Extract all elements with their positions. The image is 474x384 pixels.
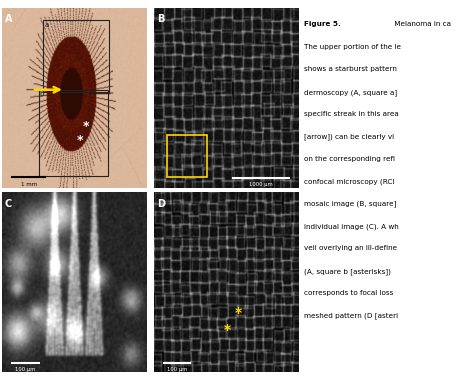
- Bar: [167, 135, 207, 177]
- Text: (A, square b [asterisks]): (A, square b [asterisks]): [304, 268, 391, 275]
- Text: individual image (C). A wh: individual image (C). A wh: [304, 223, 399, 230]
- Text: corresponds to focal loss: corresponds to focal loss: [304, 290, 394, 296]
- Text: 100 μm: 100 μm: [15, 367, 36, 372]
- Text: dermoscopy (A, square a]: dermoscopy (A, square a]: [304, 89, 397, 96]
- Text: 100 μm: 100 μm: [167, 367, 187, 372]
- Text: mosaic image (B, square]: mosaic image (B, square]: [304, 201, 397, 207]
- Text: *: *: [83, 120, 90, 133]
- Text: [arrow]) can be clearly vi: [arrow]) can be clearly vi: [304, 134, 394, 140]
- Text: D: D: [157, 199, 164, 209]
- Text: *: *: [235, 306, 242, 320]
- Text: *: *: [224, 323, 231, 337]
- Text: Melanoma in ca: Melanoma in ca: [392, 20, 451, 26]
- Text: veil overlying an ill-define: veil overlying an ill-define: [304, 245, 397, 252]
- Text: 1000 μm: 1000 μm: [249, 182, 273, 187]
- Text: A: A: [5, 14, 12, 24]
- Text: Figure 5.: Figure 5.: [304, 20, 341, 26]
- Text: 1 mm: 1 mm: [20, 182, 37, 187]
- Text: C: C: [5, 199, 12, 209]
- Bar: [38, 90, 108, 176]
- Text: a: a: [45, 22, 49, 28]
- Bar: [43, 20, 109, 92]
- Text: specific streak in this area: specific streak in this area: [304, 111, 399, 117]
- Text: on the corresponding refl: on the corresponding refl: [304, 156, 395, 162]
- Text: confocal microscopy (RCI: confocal microscopy (RCI: [304, 178, 395, 185]
- Text: meshed pattern (D [asteri: meshed pattern (D [asteri: [304, 313, 399, 319]
- Text: *: *: [77, 134, 83, 147]
- Text: B: B: [157, 14, 164, 24]
- Text: shows a starburst pattern: shows a starburst pattern: [304, 66, 397, 73]
- Text: b: b: [40, 91, 44, 98]
- Text: The upper portion of the le: The upper portion of the le: [304, 44, 401, 50]
